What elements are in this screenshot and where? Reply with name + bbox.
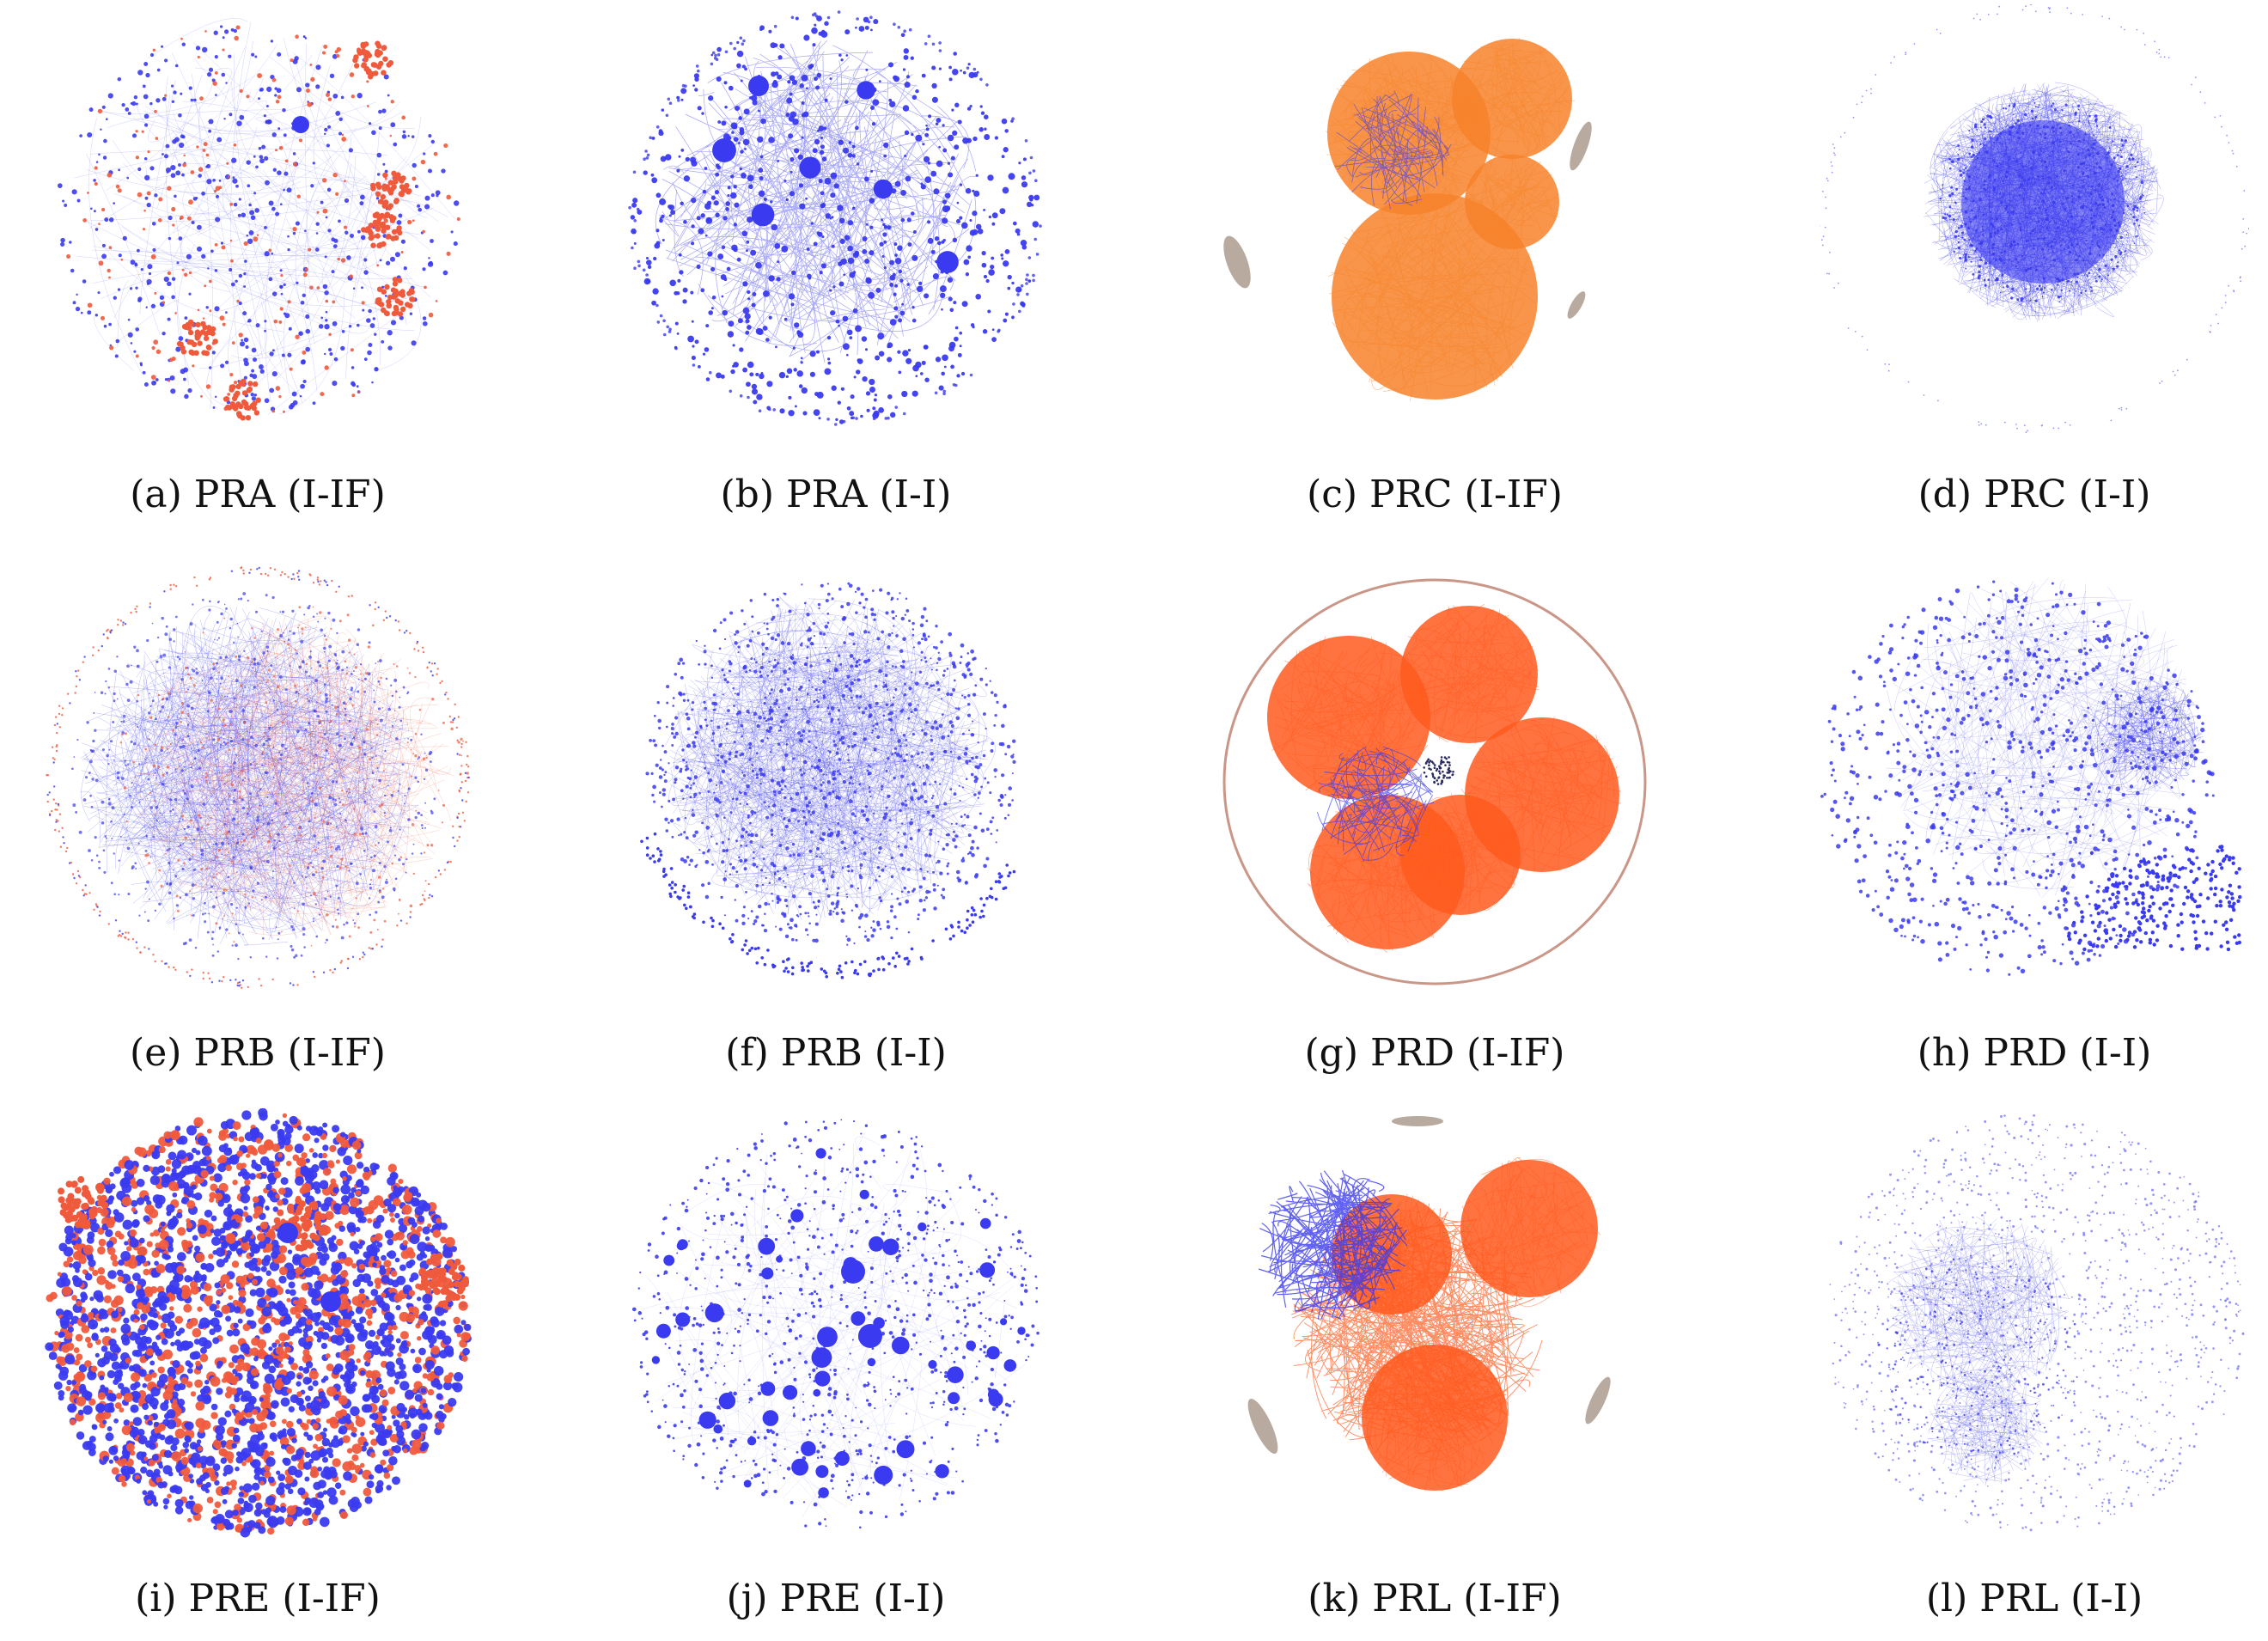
panel-caption: (k) PRL (I-IF): [1308, 1577, 1562, 1620]
network-graph: [1222, 578, 1647, 985]
network-graph: [1829, 1113, 2245, 1532]
panel-j: (j) PRE (I-I): [578, 1108, 1094, 1641]
network-graph: [57, 18, 460, 421]
network-graph: [45, 1108, 472, 1538]
panel-d: (d) PRC (I-I): [1777, 4, 2268, 537]
network-graph: [1820, 4, 2249, 433]
panel-caption: (f) PRB (I-I): [725, 1031, 947, 1075]
panel-caption: (c) PRC (I-IF): [1307, 473, 1563, 516]
network-graph: [631, 1119, 1040, 1529]
network-graph: [1820, 577, 2242, 976]
panel-caption: (h) PRD (I-I): [1917, 1031, 2152, 1075]
panel-caption: (j) PRE (I-I): [726, 1577, 946, 1620]
panel-a: (a) PRA (I-IF): [0, 4, 515, 537]
panel-caption: (i) PRE (I-IF): [135, 1577, 381, 1620]
network-graph: [1247, 1116, 1611, 1492]
panel-caption: (l) PRL (I-I): [1925, 1577, 2143, 1620]
panel-caption: (e) PRB (I-IF): [130, 1031, 386, 1075]
panel-b: (b) PRA (I-I): [578, 4, 1094, 537]
panel-caption: (b) PRA (I-I): [720, 473, 952, 516]
panel-l: (l) PRL (I-I): [1777, 1108, 2268, 1641]
panel-h: (h) PRD (I-I): [1777, 563, 2268, 1095]
panel-caption: (d) PRC (I-I): [1917, 473, 2151, 516]
panel-c: (c) PRC (I-IF): [1177, 4, 1692, 537]
panel-caption: (g) PRD (I-IF): [1304, 1031, 1565, 1075]
panel-g: (g) PRD (I-IF): [1177, 563, 1692, 1095]
panel-k: (k) PRL (I-IF): [1177, 1108, 1692, 1641]
panel-i: (i) PRE (I-IF): [0, 1108, 515, 1641]
panel-f: (f) PRB (I-I): [578, 563, 1094, 1095]
panel-caption: (a) PRA (I-IF): [130, 473, 386, 516]
panel-e: (e) PRB (I-IF): [0, 563, 515, 1095]
network-graph: [46, 566, 470, 989]
network-graph: [1223, 38, 1592, 401]
network-graph: [640, 582, 1016, 979]
network-graph: [628, 10, 1042, 426]
